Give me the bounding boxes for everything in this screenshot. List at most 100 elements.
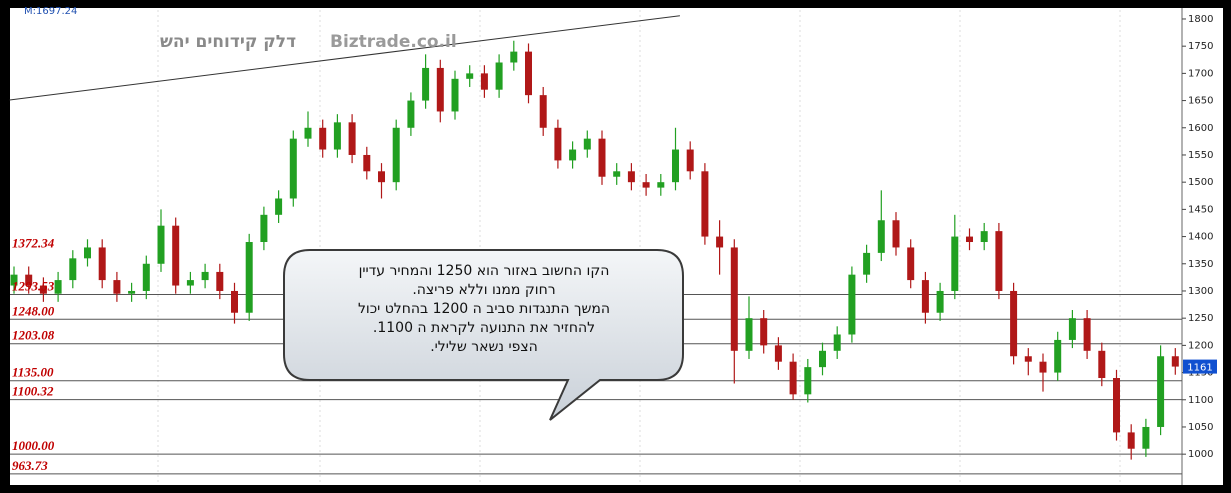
callout-line: רחוק ממנו וללא פריצה. bbox=[412, 282, 556, 298]
callout-bubble bbox=[283, 249, 684, 421]
candle-body bbox=[1068, 318, 1076, 340]
y-tick-label: 1400 bbox=[1188, 232, 1213, 243]
candle-body bbox=[289, 138, 297, 199]
level-label: 1372.34 bbox=[12, 236, 55, 251]
callout-text: הקו החשוב באזור הוא 1250 והמחיר עדיין רחו… bbox=[292, 262, 676, 357]
y-tick-label: 1800 bbox=[1188, 14, 1213, 25]
candle-body bbox=[1171, 356, 1179, 367]
candle-body bbox=[613, 171, 621, 177]
candle-body bbox=[598, 138, 606, 177]
callout-line: המשך התנגדות סביב ה 1200 בהחלט יכול bbox=[357, 301, 611, 317]
candle-body bbox=[951, 236, 959, 291]
candle-body bbox=[907, 247, 915, 281]
level-label: 1203.08 bbox=[12, 328, 55, 343]
candle-body bbox=[333, 122, 341, 150]
candle-body bbox=[451, 78, 459, 112]
candle-body bbox=[466, 73, 474, 79]
y-tick-label: 1750 bbox=[1188, 41, 1213, 52]
candle-body bbox=[672, 149, 679, 183]
candle-body bbox=[113, 280, 121, 294]
candle-body bbox=[201, 271, 209, 281]
candle-body bbox=[39, 285, 47, 294]
candle-body bbox=[642, 182, 650, 188]
candle-body bbox=[128, 290, 136, 294]
candle-body bbox=[657, 182, 665, 188]
candle-body bbox=[525, 51, 532, 96]
candle-body bbox=[480, 73, 488, 90]
chart-title: דלק קידוחים יהש bbox=[160, 32, 296, 52]
candle-body bbox=[774, 345, 782, 362]
candle-body bbox=[789, 361, 797, 395]
candle-body bbox=[275, 198, 283, 215]
callout-line: הקו החשוב באזור הוא 1250 והמחיר עדיין bbox=[358, 263, 610, 279]
candle-body bbox=[260, 214, 268, 243]
candle-body bbox=[10, 274, 18, 286]
y-tick-label: 1200 bbox=[1188, 340, 1213, 351]
candle-body bbox=[392, 127, 400, 183]
y-tick-label: 1450 bbox=[1188, 204, 1213, 215]
candle-body bbox=[407, 100, 415, 128]
candle-body bbox=[877, 220, 885, 253]
candle-body bbox=[84, 247, 91, 259]
level-label: 963.73 bbox=[12, 458, 48, 473]
candle-body bbox=[142, 263, 150, 291]
candle-body bbox=[378, 171, 385, 183]
candle-body bbox=[231, 290, 238, 313]
candle-body bbox=[995, 231, 1003, 291]
candle-body bbox=[98, 247, 106, 281]
candle-body bbox=[422, 67, 430, 101]
candle-body bbox=[172, 225, 180, 286]
candle-body bbox=[186, 280, 194, 286]
candle-body bbox=[892, 220, 900, 248]
candle-body bbox=[819, 350, 826, 368]
plot-background bbox=[10, 8, 1223, 485]
candle-body bbox=[539, 95, 547, 128]
y-tick-label: 1600 bbox=[1188, 123, 1213, 134]
last-price-label: 1161 bbox=[1187, 363, 1212, 374]
y-tick-label: 1650 bbox=[1188, 96, 1213, 107]
corner-label: M:1697.24 bbox=[24, 6, 77, 17]
candle-body bbox=[569, 149, 577, 161]
y-tick-label: 1300 bbox=[1188, 286, 1213, 297]
candle-body bbox=[510, 51, 518, 63]
candle-body bbox=[921, 280, 929, 313]
candle-body bbox=[304, 127, 312, 139]
watermark: Biztrade.co.il bbox=[330, 32, 457, 52]
y-tick-label: 1700 bbox=[1188, 68, 1213, 79]
candle-body bbox=[936, 290, 944, 313]
candle-body bbox=[760, 318, 768, 346]
candle-body bbox=[1127, 432, 1135, 449]
candle-body bbox=[716, 236, 724, 248]
candle-body bbox=[583, 138, 591, 150]
candle-body bbox=[25, 274, 33, 286]
candle-body bbox=[69, 258, 77, 281]
y-tick-label: 1100 bbox=[1188, 395, 1213, 406]
candle-body bbox=[495, 62, 503, 90]
candle-body bbox=[1039, 361, 1047, 373]
candle-body bbox=[319, 127, 327, 150]
y-tick-label: 1250 bbox=[1188, 313, 1213, 324]
candle-body bbox=[1024, 356, 1032, 362]
candle-body bbox=[1010, 290, 1018, 357]
candle-body bbox=[863, 252, 871, 275]
candle-body bbox=[730, 247, 738, 351]
candle-body bbox=[348, 122, 356, 155]
y-tick-label: 1550 bbox=[1188, 150, 1213, 161]
level-label: 1293.53 bbox=[12, 278, 55, 293]
level-label: 1248.00 bbox=[12, 303, 55, 318]
callout-line: הצפי נשאר שלילי. bbox=[430, 339, 538, 355]
candle-body bbox=[157, 225, 165, 264]
plot-layer bbox=[9, 15, 1182, 475]
level-label: 1135.00 bbox=[12, 365, 54, 380]
candle-body bbox=[701, 171, 709, 237]
candle-body bbox=[1098, 350, 1106, 379]
last-price-tag bbox=[1183, 359, 1217, 374]
candle-body bbox=[1142, 426, 1150, 449]
y-tick-label: 1050 bbox=[1188, 422, 1213, 433]
candle-body bbox=[1054, 339, 1062, 373]
candle-body bbox=[966, 236, 973, 243]
candle-body bbox=[686, 149, 694, 172]
candle-body bbox=[216, 271, 224, 291]
candle-body bbox=[54, 280, 62, 294]
